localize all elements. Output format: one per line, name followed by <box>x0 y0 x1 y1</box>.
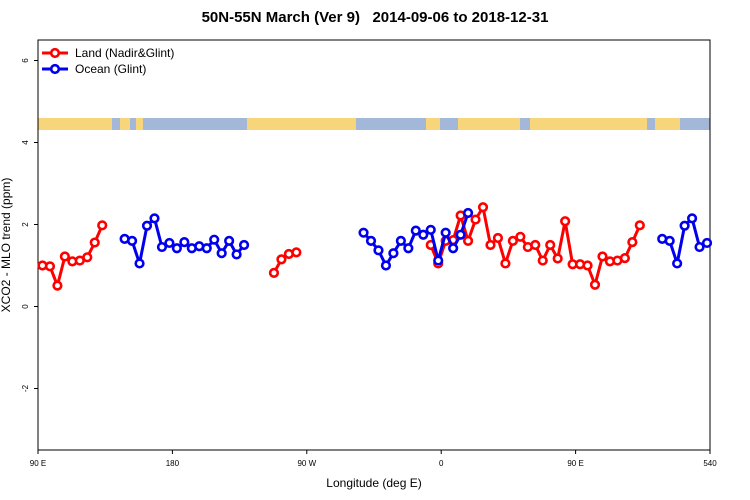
data-point <box>507 235 518 246</box>
data-point <box>134 258 145 269</box>
data-point <box>552 253 563 264</box>
data-point <box>395 235 406 246</box>
data-point <box>500 258 511 269</box>
x-tick-label: 90 E <box>30 459 46 468</box>
data-point <box>634 220 645 231</box>
x-tick-label: 90 E <box>567 459 583 468</box>
data-point <box>410 225 421 236</box>
data-point <box>97 220 108 231</box>
x-tick-label: 540 <box>703 459 717 468</box>
x-tick-label: 90 W <box>297 459 316 468</box>
chart-title: 50N-55N March (Ver 9) 2014-09-06 to 2018… <box>202 9 549 26</box>
data-point <box>126 235 138 246</box>
y-axis-label: XCO2 - MLO trend (ppm) <box>0 178 13 313</box>
data-point <box>89 237 100 248</box>
data-point <box>664 235 675 246</box>
data-point <box>59 251 70 262</box>
data-point <box>462 207 474 219</box>
legend-label: Land (Nadir&Glint) <box>75 46 174 60</box>
map-strip <box>38 118 710 130</box>
data-point <box>537 255 548 266</box>
data-point <box>440 227 451 238</box>
y-tick-label: 2 <box>21 222 30 227</box>
data-point <box>403 243 414 254</box>
data-point <box>477 202 489 213</box>
data-point <box>679 220 690 231</box>
y-tick-label: 0 <box>21 304 30 309</box>
data-point <box>291 247 302 258</box>
data-point <box>485 239 496 251</box>
data-point <box>238 239 250 251</box>
y-tick-label: 4 <box>21 140 30 145</box>
data-point <box>418 229 429 240</box>
data-point <box>545 239 556 251</box>
data-point <box>179 237 190 248</box>
data-point <box>82 252 93 263</box>
x-axis-label: Longitude (deg E) <box>326 476 421 490</box>
data-point <box>171 243 182 254</box>
data-point <box>470 214 481 225</box>
data-point <box>492 232 504 244</box>
data-point <box>373 245 384 256</box>
data-point <box>149 213 160 224</box>
data-point <box>209 234 220 245</box>
data-point <box>448 243 459 254</box>
data-point <box>530 239 541 251</box>
data-point <box>365 235 377 246</box>
data-point <box>44 261 56 272</box>
data-point <box>268 267 280 278</box>
legend-marker <box>49 63 61 75</box>
data-point <box>589 279 601 290</box>
data-point <box>425 224 436 235</box>
data-point <box>141 220 153 231</box>
data-point <box>358 227 369 238</box>
data-point <box>582 260 593 271</box>
data-point <box>388 248 399 259</box>
data-point <box>380 260 392 271</box>
y-tick-label: 6 <box>21 58 30 63</box>
data-point <box>515 231 526 242</box>
x-tick-label: 180 <box>166 459 180 468</box>
data-point <box>276 254 287 265</box>
data-point <box>52 280 63 291</box>
data-point <box>560 216 571 227</box>
data-point <box>686 213 698 224</box>
data-point <box>701 237 713 249</box>
y-tick-label: -2 <box>21 384 30 392</box>
legend-label: Ocean (Glint) <box>75 62 146 76</box>
data-point <box>455 229 466 240</box>
data-point <box>216 248 227 259</box>
data-point <box>619 253 630 264</box>
data-point <box>627 237 638 248</box>
data-point <box>164 237 175 249</box>
data-point <box>201 243 212 254</box>
x-tick-label: 0 <box>439 459 444 468</box>
data-point <box>231 249 242 260</box>
legend-marker <box>49 47 61 59</box>
data-point <box>694 241 705 253</box>
data-point <box>462 235 474 246</box>
data-point <box>672 258 683 269</box>
data-point <box>433 255 444 266</box>
data-point <box>224 235 235 246</box>
data-point <box>597 251 608 262</box>
data-point <box>156 241 168 253</box>
